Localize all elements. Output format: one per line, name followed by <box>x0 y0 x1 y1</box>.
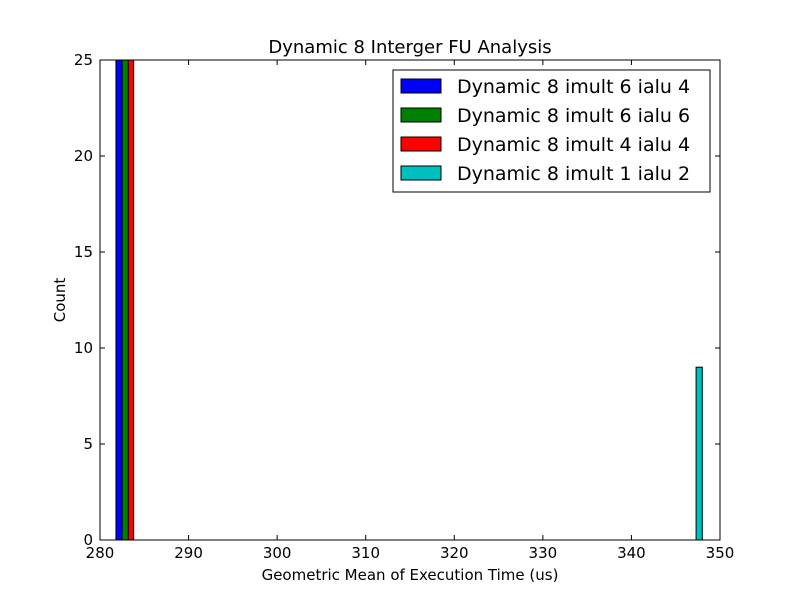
chart-title: Dynamic 8 Interger FU Analysis <box>268 37 551 58</box>
legend-entry-label: Dynamic 8 imult 4 ialu 4 <box>457 134 690 156</box>
legend-entry-label: Dynamic 8 imult 6 ialu 6 <box>457 105 690 127</box>
x-tick-label: 340 <box>617 544 646 562</box>
y-tick-label: 15 <box>74 243 93 261</box>
y-tick-label: 0 <box>83 531 93 549</box>
y-tick-label: 20 <box>74 147 93 165</box>
x-tick-label: 300 <box>263 544 292 562</box>
bar-series-4-1 <box>695 366 703 541</box>
y-tick-label: 10 <box>74 339 93 357</box>
bar-series-1-1 <box>115 59 123 541</box>
y-tick-label: 5 <box>83 435 93 453</box>
y-tick-label: 25 <box>74 51 93 69</box>
legend-box <box>392 69 711 193</box>
bar-series-2-1 <box>121 59 129 541</box>
ticks-group: 280 290 300 310 320 330 340 350 0 5 10 15 20 25 <box>74 51 734 562</box>
legend-swatch <box>400 165 442 181</box>
x-tick-label: 350 <box>706 544 735 562</box>
x-tick-label: 280 <box>86 544 115 562</box>
bar-series-3-1 <box>127 59 135 541</box>
plot-frame <box>99 59 721 541</box>
legend-entry-label: Dynamic 8 imult 1 ialu 2 <box>457 163 690 185</box>
legend-swatch <box>400 78 442 94</box>
x-tick-label: 290 <box>174 544 203 562</box>
legend-swatch <box>400 107 442 123</box>
x-tick-label: 320 <box>440 544 469 562</box>
legend: Dynamic 8 imult 6 ialu 4 Dynamic 8 imult … <box>392 69 711 193</box>
y-axis-label: Count <box>51 278 69 323</box>
legend-swatch <box>400 136 442 152</box>
x-axis-label: Geometric Mean of Execution Time (us) <box>262 566 559 584</box>
legend-entry-label: Dynamic 8 imult 6 ialu 4 <box>457 76 690 98</box>
x-tick-label: 330 <box>529 544 558 562</box>
x-tick-label: 310 <box>351 544 380 562</box>
